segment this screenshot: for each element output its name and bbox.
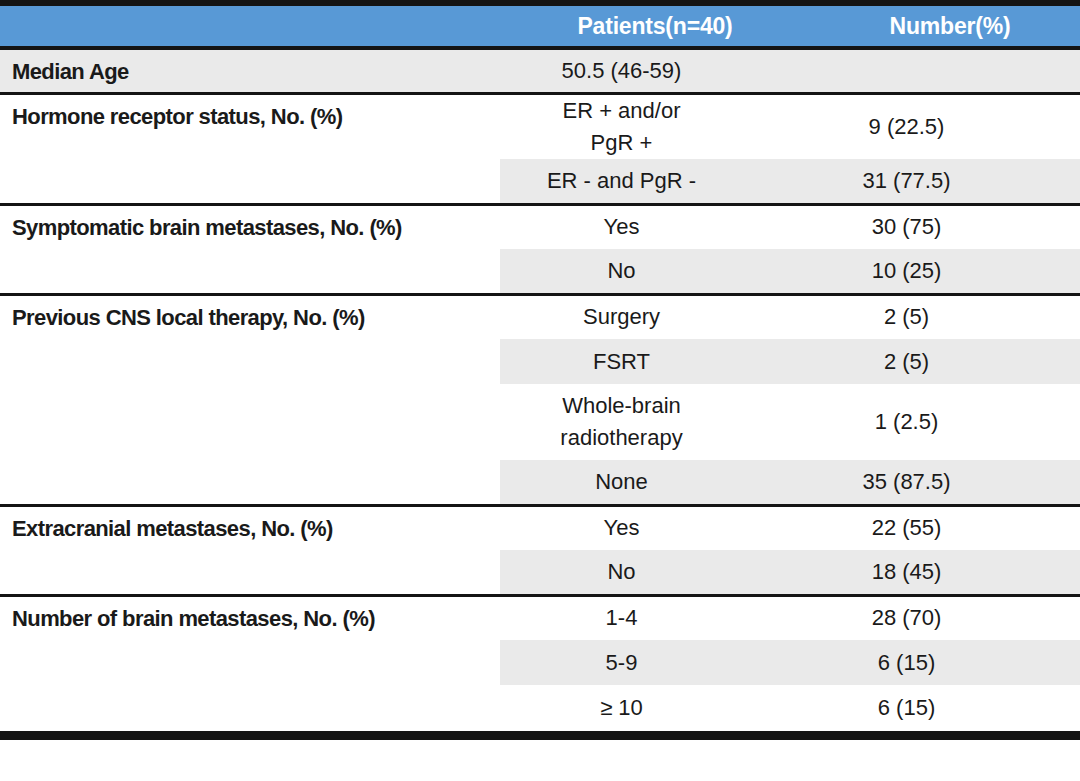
- header-row: Patients(n=40) Number(%): [0, 3, 1080, 48]
- column-header-number: Number(%): [765, 3, 1080, 48]
- value-cell: ≥ 10: [500, 685, 765, 735]
- table-row: Median Age 50.5 (46-59): [0, 48, 1080, 93]
- row-label-median-age: Median Age: [0, 48, 500, 93]
- value-cell: Yes: [500, 204, 765, 249]
- table-row: Hormone receptor status, No. (%) ER + an…: [0, 93, 1080, 159]
- header-empty-cell: [0, 3, 500, 48]
- value-cell: FSRT: [500, 339, 765, 384]
- number-cell: 31 (77.5): [765, 159, 1080, 204]
- number-cell: 18 (45): [765, 550, 1080, 595]
- number-cell: 1 (2.5): [765, 384, 1080, 460]
- value-cell: None: [500, 460, 765, 505]
- number-cell: 9 (22.5): [765, 93, 1080, 159]
- value-cell: ER - and PgR -: [500, 159, 765, 204]
- number-cell: 6 (15): [765, 640, 1080, 685]
- value-cell: Yes: [500, 505, 765, 550]
- number-cell: 6 (15): [765, 685, 1080, 735]
- number-cell: 2 (5): [765, 339, 1080, 384]
- value-cell: No: [500, 550, 765, 595]
- number-cell: 30 (75): [765, 204, 1080, 249]
- row-label-symptomatic-brain-metastases: Symptomatic brain metastases, No. (%): [0, 204, 500, 294]
- row-label-previous-cns-local-therapy: Previous CNS local therapy, No. (%): [0, 294, 500, 505]
- row-label-extracranial-metastases: Extracranial metastases, No. (%): [0, 505, 500, 595]
- value-cell: Whole-brain radiotherapy: [500, 384, 765, 460]
- column-header-patients: Patients(n=40): [500, 3, 765, 48]
- patient-characteristics-table: Patients(n=40) Number(%) Median Age 50.5…: [0, 0, 1080, 740]
- table-row: Extracranial metastases, No. (%) Yes 22 …: [0, 505, 1080, 550]
- table-row: Previous CNS local therapy, No. (%) Surg…: [0, 294, 1080, 339]
- value-cell: 1-4: [500, 595, 765, 640]
- number-cell: 35 (87.5): [765, 460, 1080, 505]
- row-label-number-of-brain-metastases: Number of brain metastases, No. (%): [0, 595, 500, 735]
- number-cell: [765, 48, 1080, 93]
- value-cell: No: [500, 249, 765, 294]
- value-cell: Surgery: [500, 294, 765, 339]
- value-cell: ER + and/or PgR +: [500, 93, 765, 159]
- number-cell: 28 (70): [765, 595, 1080, 640]
- number-cell: 2 (5): [765, 294, 1080, 339]
- number-cell: 10 (25): [765, 249, 1080, 294]
- number-cell: 22 (55): [765, 505, 1080, 550]
- table-row: Symptomatic brain metastases, No. (%) Ye…: [0, 204, 1080, 249]
- table-row: Number of brain metastases, No. (%) 1-4 …: [0, 595, 1080, 640]
- value-cell: 50.5 (46-59): [500, 48, 765, 93]
- value-cell: 5-9: [500, 640, 765, 685]
- row-label-hormone-receptor-status: Hormone receptor status, No. (%): [0, 93, 500, 204]
